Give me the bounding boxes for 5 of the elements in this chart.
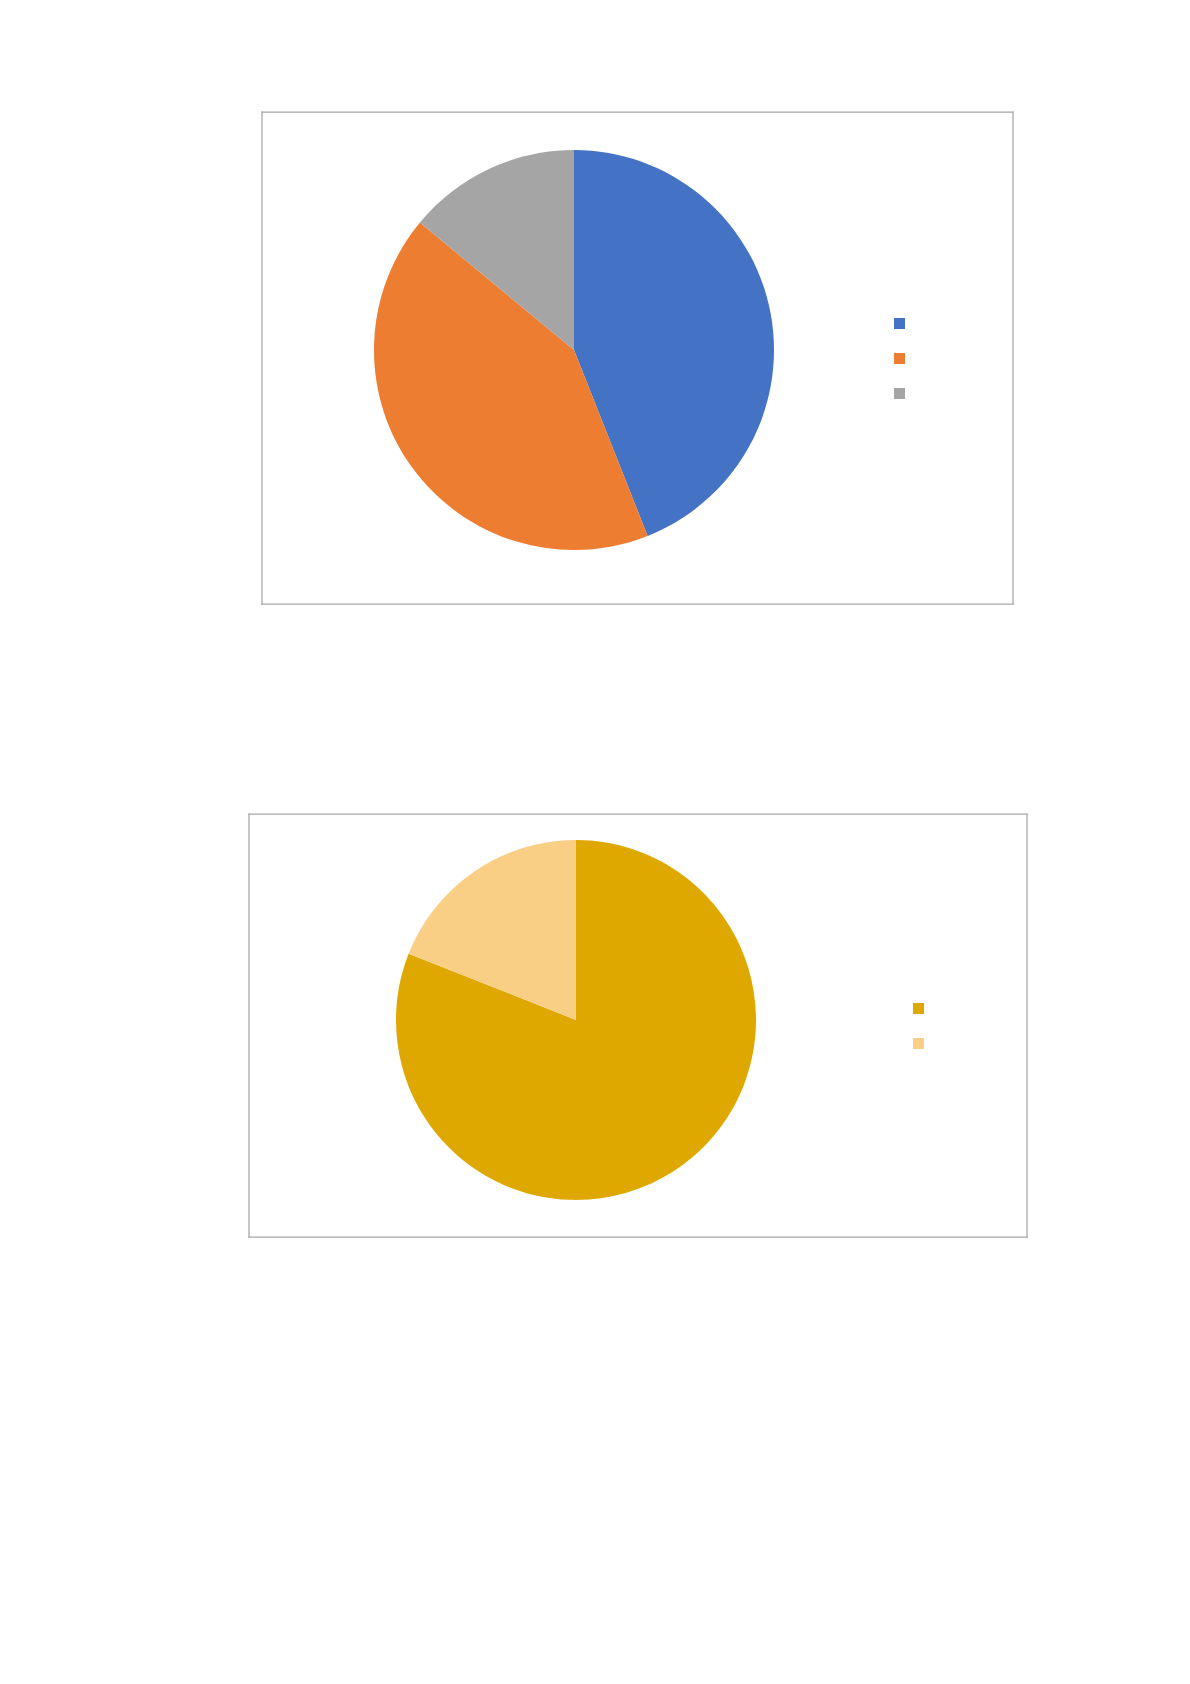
- pie-slice: [374, 222, 648, 550]
- pie-slice: [408, 840, 576, 1020]
- pie-slice: [396, 840, 756, 1200]
- pie-slice: [419, 150, 574, 350]
- pie-slice: [574, 150, 774, 536]
